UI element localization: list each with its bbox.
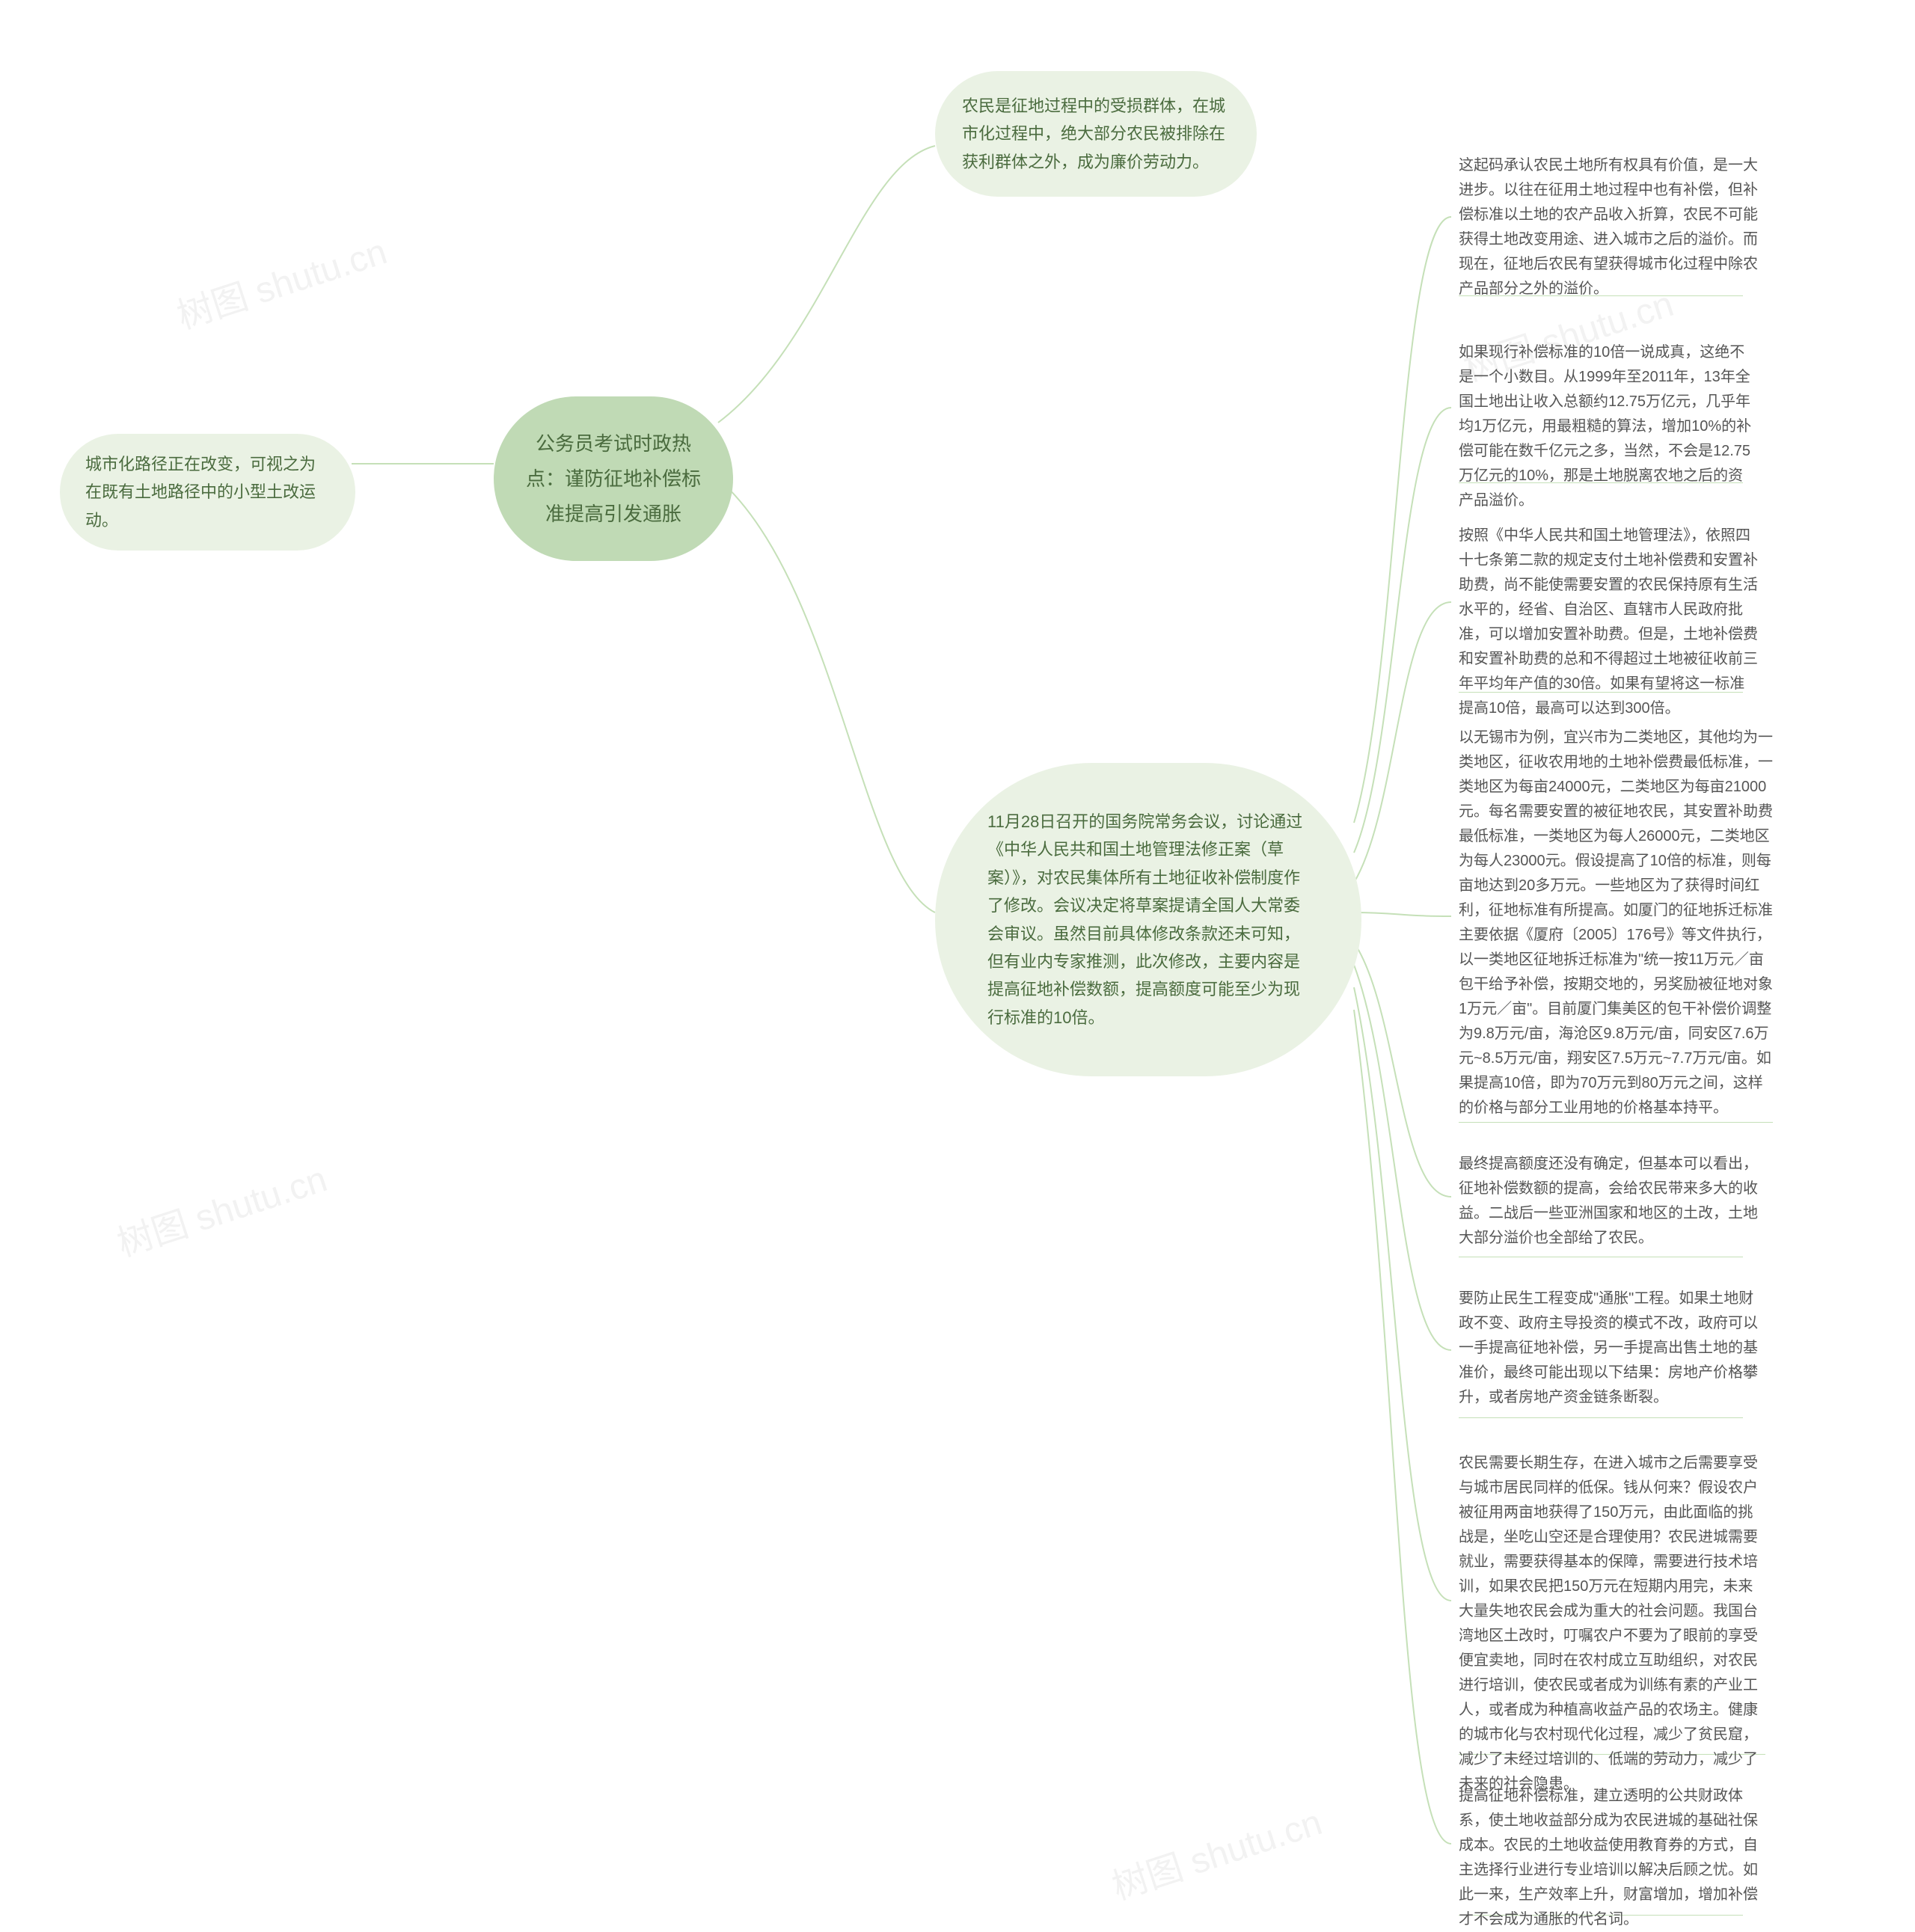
leaf-node[interactable]: 按照《中华人民共和国土地管理法》，依照四十七条第二款的规定支付土地补偿费和安置补… bbox=[1459, 524, 1758, 721]
leaf-text: 最终提高额度还没有确定，但基本可以看出，征地补偿数额的提高，会给农民带来多大的收… bbox=[1459, 1156, 1758, 1246]
watermark: 树图 shutu.cn bbox=[1104, 1793, 1327, 1910]
leaf-node[interactable]: 如果现行补偿标准的10倍一说成真，这绝不是一个小数目。从1999年至2011年，… bbox=[1459, 340, 1758, 513]
main-branch-node[interactable]: 11月28日召开的国务院常务会议，讨论通过《中华人民共和国土地管理法修正案（草案… bbox=[935, 763, 1361, 1076]
top-branch-node[interactable]: 农民是征地过程中的受损群体，在城市化过程中，绝大部分农民被排除在获利群体之外，成… bbox=[935, 71, 1257, 197]
leaf-text: 按照《中华人民共和国土地管理法》，依照四十七条第二款的规定支付土地补偿费和安置补… bbox=[1459, 527, 1758, 717]
leaf-node[interactable]: 要防止民生工程变成"通胀"工程。如果土地财政不变、政府主导投资的模式不改，政府可… bbox=[1459, 1287, 1758, 1410]
leaf-node[interactable]: 最终提高额度还没有确定，但基本可以看出，征地补偿数额的提高，会给农民带来多大的收… bbox=[1459, 1152, 1758, 1251]
leaf-divider bbox=[1459, 1122, 1773, 1123]
leaf-divider bbox=[1459, 1417, 1743, 1418]
watermark: 树图 shutu.cn bbox=[169, 222, 392, 339]
center-text: 公务员考试时政热点：谨防征地补偿标准提高引发通胀 bbox=[526, 432, 701, 525]
top-branch-text: 农民是征地过程中的受损群体，在城市化过程中，绝大部分农民被排除在获利群体之外，成… bbox=[962, 96, 1225, 171]
main-branch-text: 11月28日召开的国务院常务会议，讨论通过《中华人民共和国土地管理法修正案（草案… bbox=[987, 812, 1302, 1027]
left-branch-text: 城市化路径正在改变，可视之为在既有土地路径中的小型土改运动。 bbox=[85, 455, 316, 530]
leaf-text: 提高征地补偿标准，建立透明的公共财政体系，使土地收益部分成为农民进城的基础社保成… bbox=[1459, 1788, 1758, 1928]
leaf-node[interactable]: 提高征地补偿标准，建立透明的公共财政体系，使土地收益部分成为农民进城的基础社保成… bbox=[1459, 1784, 1758, 1932]
leaf-node[interactable]: 这起码承认农民土地所有权具有价值，是一大进步。以往在征用土地过程中也有补偿，但补… bbox=[1459, 153, 1758, 301]
leaf-text: 农民需要长期生存，在进入城市之后需要享受与城市居民同样的低保。钱从何来？假设农户… bbox=[1459, 1455, 1758, 1792]
leaf-text: 如果现行补偿标准的10倍一说成真，这绝不是一个小数目。从1999年至2011年，… bbox=[1459, 344, 1751, 509]
leaf-text: 这起码承认农民土地所有权具有价值，是一大进步。以往在征用土地过程中也有补偿，但补… bbox=[1459, 157, 1758, 297]
leaf-text: 以无锡市为例，宜兴市为二类地区，其他均为一类地区，征收农用地的土地补偿费最低标准… bbox=[1459, 729, 1773, 1116]
watermark: 树图 shutu.cn bbox=[109, 1150, 332, 1266]
center-node[interactable]: 公务员考试时政热点：谨防征地补偿标准提高引发通胀 bbox=[494, 396, 733, 561]
leaf-text: 要防止民生工程变成"通胀"工程。如果土地财政不变、政府主导投资的模式不改，政府可… bbox=[1459, 1290, 1758, 1405]
leaf-node[interactable]: 农民需要长期生存，在进入城市之后需要享受与城市居民同样的低保。钱从何来？假设农户… bbox=[1459, 1451, 1765, 1797]
left-branch-node[interactable]: 城市化路径正在改变，可视之为在既有土地路径中的小型土改运动。 bbox=[60, 434, 355, 551]
leaf-node[interactable]: 以无锡市为例，宜兴市为二类地区，其他均为一类地区，征收农用地的土地补偿费最低标准… bbox=[1459, 726, 1773, 1120]
